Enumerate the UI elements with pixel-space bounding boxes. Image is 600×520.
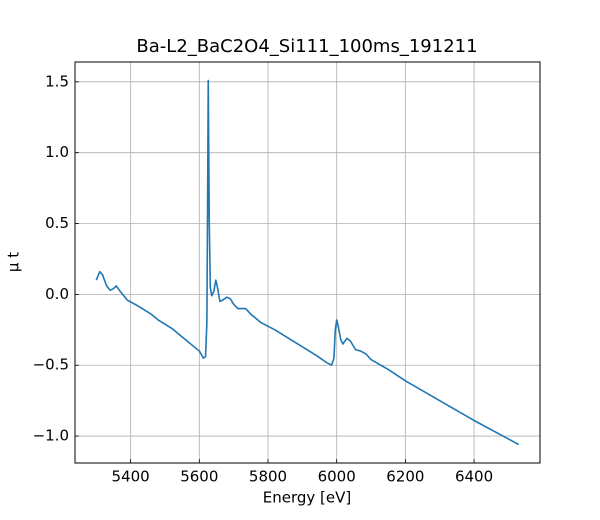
- y-tick-label: −1.0: [33, 427, 69, 445]
- x-tick-label: 5800: [249, 468, 287, 486]
- x-tick-label: 6400: [455, 468, 493, 486]
- x-tick-label: 6000: [318, 468, 356, 486]
- x-axis-label: Energy [eV]: [263, 489, 351, 507]
- y-tick-label: 0.5: [45, 214, 69, 232]
- y-tick-label: −0.5: [33, 356, 69, 374]
- y-tick-label: 1.0: [45, 143, 69, 161]
- y-tick-label: 1.5: [45, 72, 69, 90]
- x-tick-label: 5400: [112, 468, 150, 486]
- x-tick-label: 5600: [180, 468, 218, 486]
- plot-frame: [74, 61, 541, 464]
- y-axis-label: μ t: [5, 252, 23, 272]
- y-tick-label: 0.0: [45, 285, 69, 303]
- chart-title: Ba-L2_BaC2O4_Si111_100ms_191211: [136, 36, 477, 57]
- x-tick-label: 6200: [386, 468, 424, 486]
- data-line: [95, 79, 520, 446]
